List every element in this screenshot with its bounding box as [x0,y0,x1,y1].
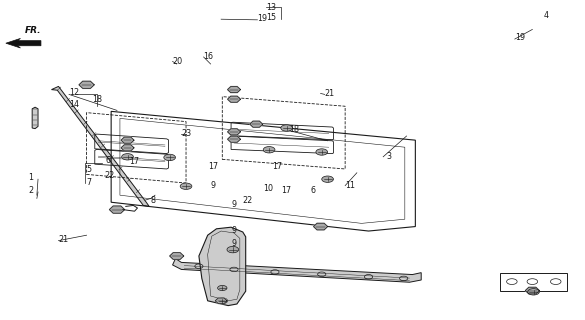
Text: 5: 5 [87,165,92,174]
Circle shape [322,176,333,182]
Text: 9: 9 [231,200,236,209]
Polygon shape [228,136,240,142]
Polygon shape [51,86,149,206]
Circle shape [316,149,328,155]
Circle shape [281,125,292,131]
Polygon shape [314,223,328,230]
Polygon shape [525,287,539,294]
Polygon shape [6,38,41,48]
Text: 8: 8 [151,196,156,204]
Circle shape [122,154,133,160]
Text: 17: 17 [281,186,291,195]
Polygon shape [228,86,240,93]
Text: 19: 19 [515,33,525,42]
Polygon shape [109,206,125,213]
Text: 9: 9 [211,181,216,190]
Text: 15: 15 [266,13,276,22]
Circle shape [227,246,239,253]
Circle shape [164,154,176,161]
Text: 13: 13 [266,3,276,12]
Polygon shape [121,137,134,143]
Circle shape [180,183,192,189]
Polygon shape [228,129,240,135]
Text: 17: 17 [272,162,282,171]
Text: 6: 6 [310,186,315,195]
Polygon shape [173,259,421,282]
Text: 18: 18 [92,95,102,104]
Text: 16: 16 [204,52,214,60]
Text: 4: 4 [544,11,549,20]
Text: 10: 10 [263,184,273,193]
Text: 23: 23 [181,129,191,138]
Circle shape [217,298,228,304]
Text: 22: 22 [243,196,253,205]
Text: 19: 19 [257,14,267,23]
Text: 7: 7 [87,178,92,187]
Polygon shape [199,227,246,306]
Text: 21: 21 [58,235,68,244]
Text: 1: 1 [28,173,33,182]
Text: 12: 12 [69,88,79,97]
Polygon shape [32,107,38,129]
Polygon shape [215,298,227,304]
Polygon shape [250,121,263,127]
Text: 17: 17 [129,157,139,166]
Text: 9: 9 [231,226,236,235]
Polygon shape [79,81,94,88]
Text: 3: 3 [386,152,391,161]
Polygon shape [121,145,134,151]
Text: 20: 20 [173,57,183,66]
Circle shape [263,147,275,153]
Text: 9: 9 [231,239,236,248]
Text: 2: 2 [28,186,33,195]
Circle shape [218,285,227,291]
Text: 17: 17 [208,162,218,171]
Circle shape [528,289,539,295]
Text: 21: 21 [325,89,335,98]
Polygon shape [228,96,240,102]
Polygon shape [170,253,184,259]
Text: 22: 22 [104,171,115,180]
Text: 11: 11 [345,181,355,190]
Text: 14: 14 [69,100,79,109]
Text: 18: 18 [290,125,300,134]
Text: 6: 6 [105,156,111,164]
Text: FR.: FR. [25,26,41,35]
